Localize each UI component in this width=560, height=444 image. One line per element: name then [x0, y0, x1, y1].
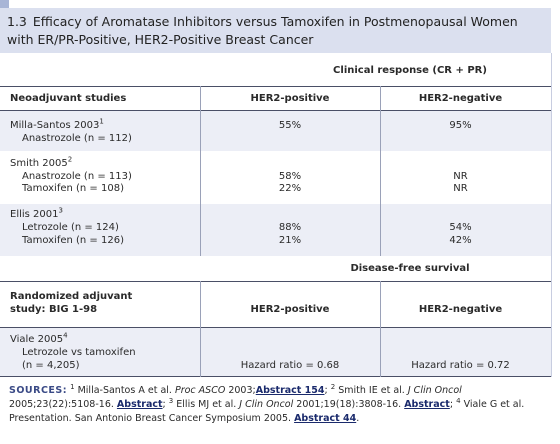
abstract-154-link[interactable]: Abstract 154 [255, 385, 325, 396]
her2-positive-value: 88% [278, 222, 302, 233]
source-journal: J Clin Oncol [239, 399, 294, 410]
clinical-response-header: Clinical response (CR + PR) [333, 65, 487, 76]
table-row: Viale 20054 Letrozole vs tamoxifen (n = … [0, 328, 551, 377]
source-separator: ; [449, 399, 454, 410]
title-text-1: Efficacy of Aromatase Inhibitors versus … [32, 14, 518, 29]
study-name: Smith 20052 [10, 155, 73, 169]
her2-positive-value: 21% [278, 235, 302, 246]
clinical-response-group-header-row: Clinical response (CR + PR) [0, 53, 551, 86]
arm-count: (n = 4,205) [22, 360, 80, 371]
table-title: 1.3 Efficacy of Aromatase Inhibitors vers… [0, 8, 551, 53]
smith-abstract-link[interactable]: Abstract [116, 399, 163, 410]
ellis-abstract-link[interactable]: Abstract [404, 399, 450, 410]
dfs-her2-negative-header: HER2-negative [418, 304, 503, 315]
study-name: Viale 20054 [10, 331, 68, 345]
column-divider [200, 281, 201, 377]
her2-negative-value: 95% [449, 120, 472, 131]
her2-negative-header: HER2-negative [418, 93, 503, 104]
arm-label: Tamoxifen (n = 126) [22, 235, 124, 246]
source-text: Smith IE et al. [338, 385, 405, 396]
sources-label: SOURCES: [9, 385, 68, 396]
source-ref: 1 [70, 382, 75, 391]
dfs-group-header-row: Disease-free survival [0, 256, 551, 281]
column-divider [380, 86, 381, 111]
source-ref: 4 [456, 396, 461, 405]
source-ref: 3 [168, 396, 174, 405]
column-divider [200, 111, 201, 256]
randomized-adjuvant-header-line1: Randomized adjuvant [10, 291, 133, 302]
arm-label: Tamoxifen (n = 108) [22, 183, 124, 194]
source-detail: 2005;23(22):5108-16. [9, 399, 114, 410]
source-journal: Proc ASCO [174, 385, 226, 396]
source-journal: J Clin Oncol [407, 385, 462, 396]
arm-label: Letrozole vs tamoxifen [22, 347, 136, 358]
source-text: Milla-Santos A et al. [77, 385, 172, 396]
her2-negative-value: NR [453, 183, 468, 194]
adjuvant-column-header-row: Randomized adjuvant study: BIG 1-98 HER2… [0, 281, 551, 328]
column-divider [380, 281, 381, 377]
arm-label: Letrozole (n = 124) [22, 222, 119, 233]
neoadjuvant-studies-header: Neoadjuvant studies [10, 93, 127, 104]
source-text: Ellis MJ et al. [176, 399, 237, 410]
table-row: Milla-Santos 20031 Anastrozole (n = 112)… [0, 111, 551, 151]
study-name: Milla-Santos 20031 [10, 117, 104, 131]
her2-negative-hazard-ratio: Hazard ratio = 0.72 [411, 360, 510, 371]
her2-positive-value: 58% [278, 171, 302, 182]
source-end: . [356, 413, 360, 424]
her2-negative-value: NR [453, 171, 468, 182]
her2-positive-value: 22% [278, 183, 302, 194]
her2-positive-value: 55% [278, 120, 302, 131]
source-separator: ; [324, 385, 328, 396]
her2-negative-value: 54% [449, 222, 472, 233]
arm-label: Anastrozole (n = 113) [22, 171, 132, 182]
title-line-1: 1.3 Efficacy of Aromatase Inhibitors vers… [7, 13, 551, 31]
accent-bar [0, 0, 9, 8]
table-row: Ellis 20013 Letrozole (n = 124) 88% 54% … [0, 204, 551, 256]
right-rule [551, 53, 552, 377]
column-divider [380, 111, 381, 256]
disease-free-survival-header: Disease-free survival [350, 263, 470, 274]
randomized-adjuvant-header-line2: study: BIG 1-98 [10, 304, 98, 315]
source-separator: ; [162, 399, 166, 410]
title-number: 1.3 [7, 14, 27, 29]
her2-positive-header: HER2-positive [250, 93, 330, 104]
dfs-her2-positive-header: HER2-positive [250, 304, 330, 315]
title-line-2: with ER/PR-Positive, HER2-Positive Breas… [7, 32, 314, 47]
arm-label: Anastrozole (n = 112) [22, 133, 132, 144]
sources-footnote: SOURCES: 1 Milla-Santos A et al. Proc AS… [9, 382, 549, 426]
her2-positive-hazard-ratio: Hazard ratio = 0.68 [240, 360, 340, 371]
source-text: Viale G et al. Presentation. San Antonio… [9, 399, 525, 424]
source-detail: 2001;19(18):3808-16. [296, 399, 402, 410]
source-detail: 2003; [228, 385, 256, 396]
table-row: Smith 20052 Anastrozole (n = 113) 58% NR… [0, 151, 551, 204]
source-ref: 2 [330, 382, 336, 391]
neoadjuvant-column-header-row: Neoadjuvant studies HER2-positive HER2-n… [0, 86, 551, 111]
abstract-44-link[interactable]: Abstract 44 [294, 413, 357, 424]
column-divider [200, 86, 201, 111]
her2-negative-value: 42% [449, 235, 472, 246]
study-name: Ellis 20013 [10, 206, 63, 220]
